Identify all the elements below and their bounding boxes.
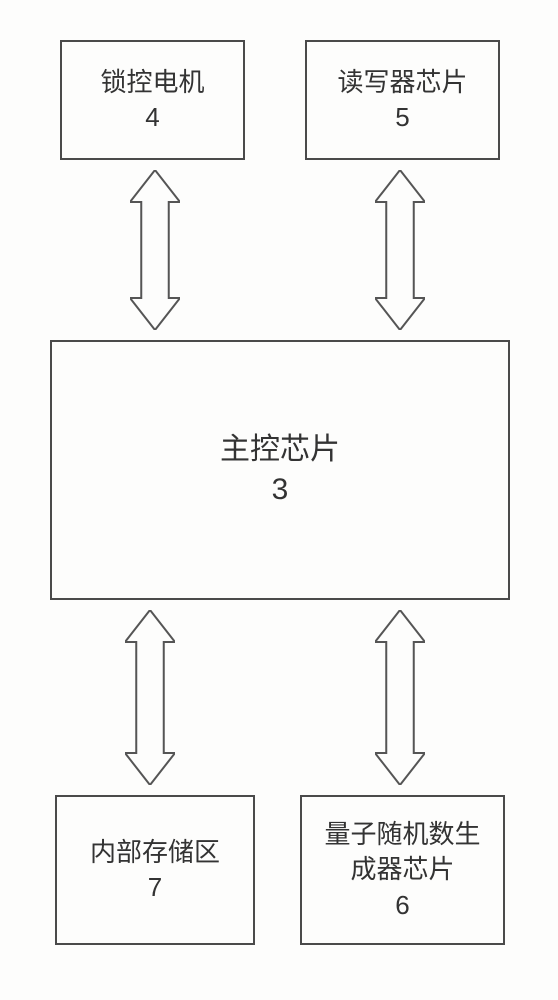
node-number: 6	[395, 888, 409, 923]
node-number: 4	[145, 100, 159, 135]
node-number: 7	[148, 870, 162, 905]
node-label: 主控芯片	[214, 430, 346, 471]
node-number: 5	[395, 100, 409, 135]
node-label: 锁控电机	[94, 65, 210, 100]
node-qrng-chip: 量子随机数生成器芯片 6	[300, 795, 505, 945]
node-label: 读写器芯片	[331, 65, 473, 100]
bidir-arrow-icon	[130, 170, 180, 330]
bidir-arrow-icon	[375, 170, 425, 330]
bidir-arrow-icon	[375, 610, 425, 785]
node-label: 量子随机数生成器芯片	[310, 817, 495, 887]
node-label: 内部存储区	[84, 835, 226, 870]
node-lock-motor: 锁控电机 4	[60, 40, 245, 160]
node-internal-storage: 内部存储区 7	[55, 795, 255, 945]
node-main-chip: 主控芯片 3	[50, 340, 510, 600]
node-reader-chip: 读写器芯片 5	[305, 40, 500, 160]
node-number: 3	[272, 470, 289, 511]
bidir-arrow-icon	[125, 610, 175, 785]
